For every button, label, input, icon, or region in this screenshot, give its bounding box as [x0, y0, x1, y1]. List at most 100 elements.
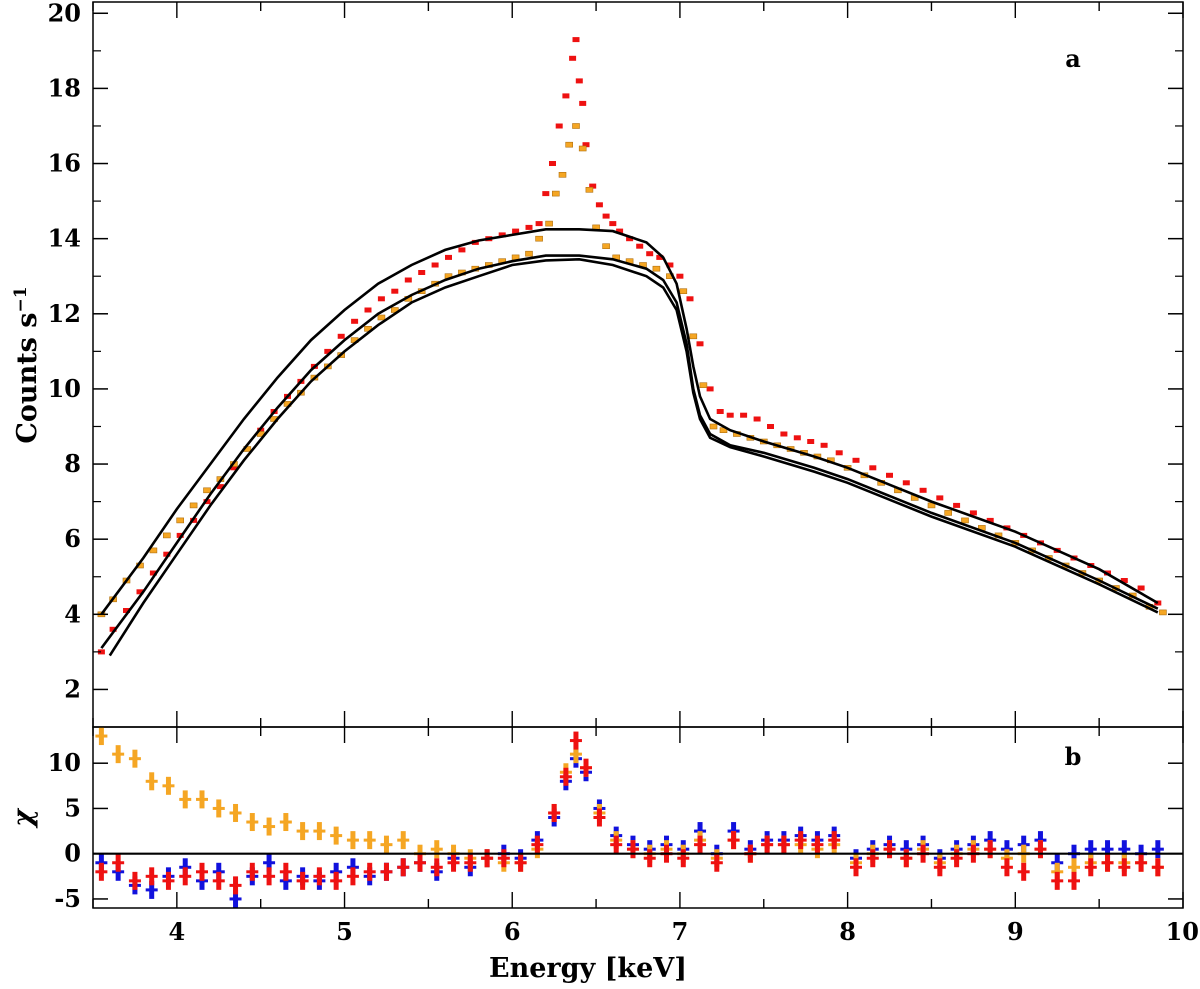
resid-orange-point	[313, 822, 326, 841]
resid-red-point	[811, 835, 824, 854]
data-red-point	[525, 224, 533, 230]
data-red-point	[337, 333, 345, 339]
resid-orange-point	[397, 831, 410, 850]
resid-orange-point	[296, 822, 309, 841]
resid-orange-point	[212, 799, 225, 818]
panel-a-ylabel: Counts s−1	[11, 286, 43, 443]
panel-a-ytick-label: 20	[48, 0, 81, 27]
data-red-point	[807, 439, 815, 444]
data-red-point	[953, 502, 961, 508]
resid-orange-point	[128, 749, 141, 768]
data-red-point	[498, 232, 506, 238]
resid-orange-point	[246, 813, 259, 832]
data-red-point	[986, 517, 994, 523]
resid-red-point	[128, 871, 141, 890]
data-orange-point	[163, 532, 171, 539]
resid-red-point	[694, 835, 707, 854]
data-orange-point	[189, 502, 198, 509]
data-red-point	[377, 296, 385, 302]
data-red-point	[919, 487, 927, 493]
x-tick-label: 5	[336, 917, 353, 946]
data-red-point	[616, 228, 624, 234]
resid-red-point	[1101, 853, 1114, 872]
resid-orange-point	[112, 745, 125, 764]
data-red-point	[767, 424, 774, 429]
data-red-point	[676, 273, 684, 279]
data-red-point	[726, 412, 734, 418]
resid-red-point	[866, 849, 879, 868]
panel-a-frame	[92, 1, 1184, 728]
resid-red-point	[933, 858, 946, 877]
resid-red-point	[850, 858, 862, 877]
data-red-point	[656, 254, 664, 260]
panel-a-ylabel-text: Counts s	[12, 313, 43, 444]
panel-b-label: b	[1065, 742, 1082, 771]
resid-red-point	[430, 858, 443, 877]
panel-a-ytick-label: 8	[64, 449, 81, 478]
data-red-point	[609, 221, 617, 227]
resid-red-point	[777, 835, 790, 854]
resid-red-point	[883, 840, 896, 859]
resid-red-point	[162, 871, 175, 890]
panel-b-ytick-label: 10	[48, 748, 81, 777]
data-red-point	[123, 608, 130, 613]
data-orange-point	[652, 265, 661, 272]
data-orange-point	[565, 141, 574, 148]
resid-red-point	[580, 758, 593, 777]
resid-orange-point	[145, 772, 158, 791]
data-red-point	[391, 288, 399, 294]
resid-red-point	[397, 858, 410, 877]
resid-red-point	[380, 862, 393, 881]
resid-orange-point	[196, 790, 208, 809]
resid-red-point	[229, 876, 242, 895]
resid-red-point	[363, 862, 376, 881]
resid-red-point	[1051, 871, 1064, 890]
panel-a-ytick-label: 10	[48, 374, 81, 403]
data-red-point	[445, 254, 452, 260]
resid-orange-point	[380, 835, 393, 854]
data-orange-point	[679, 288, 688, 295]
data-red-point	[109, 626, 117, 632]
data-orange-point	[1159, 609, 1167, 616]
resid-red-point	[984, 840, 997, 859]
resid-red-point	[497, 849, 510, 868]
data-orange-point	[961, 517, 969, 524]
data-orange-point	[699, 382, 708, 389]
panel-a-ytick-label: 12	[48, 299, 81, 328]
data-red-point	[216, 484, 224, 490]
resid-red-point	[279, 862, 292, 881]
resid-red-point	[1151, 858, 1164, 877]
x-tick-label: 10	[1166, 917, 1199, 946]
data-red-point	[97, 649, 105, 655]
panel-a-ytick-label: 2	[64, 674, 81, 703]
resid-orange-point	[229, 803, 242, 822]
resid-orange-point	[263, 817, 276, 836]
panel-a-label: a	[1065, 44, 1081, 73]
data-red-point	[753, 416, 761, 422]
data-red-point	[636, 243, 644, 249]
data-red-point	[820, 442, 828, 448]
panel-a-ylabel-exponent: −1	[11, 286, 31, 312]
resid-orange-point	[279, 813, 292, 832]
data-orange-point	[551, 190, 560, 197]
resid-red-point	[1000, 858, 1013, 877]
data-red-point	[589, 183, 597, 189]
resid-orange-point	[162, 776, 175, 795]
panel-a-ytick-label: 6	[64, 524, 81, 553]
resid-red-point	[794, 831, 807, 850]
data-red-point	[780, 431, 788, 437]
data-red-point	[852, 457, 860, 463]
resid-orange-point	[179, 790, 192, 809]
data-red-point	[886, 472, 893, 478]
data-red-point	[716, 409, 724, 414]
panel-a-spectrum: 2 4 6 8 10 12 14 16 18 20 a Counts s−1	[11, 0, 1184, 728]
panel-a-ytick-label: 14	[48, 224, 81, 253]
resid-red-point	[414, 853, 426, 872]
data-red-point	[549, 161, 556, 166]
data-red-point	[555, 123, 563, 129]
panel-a-ytick-label: 4	[64, 599, 81, 628]
resid-red-point	[447, 853, 460, 872]
resid-red-point	[900, 849, 913, 868]
resid-red-point	[179, 867, 192, 886]
